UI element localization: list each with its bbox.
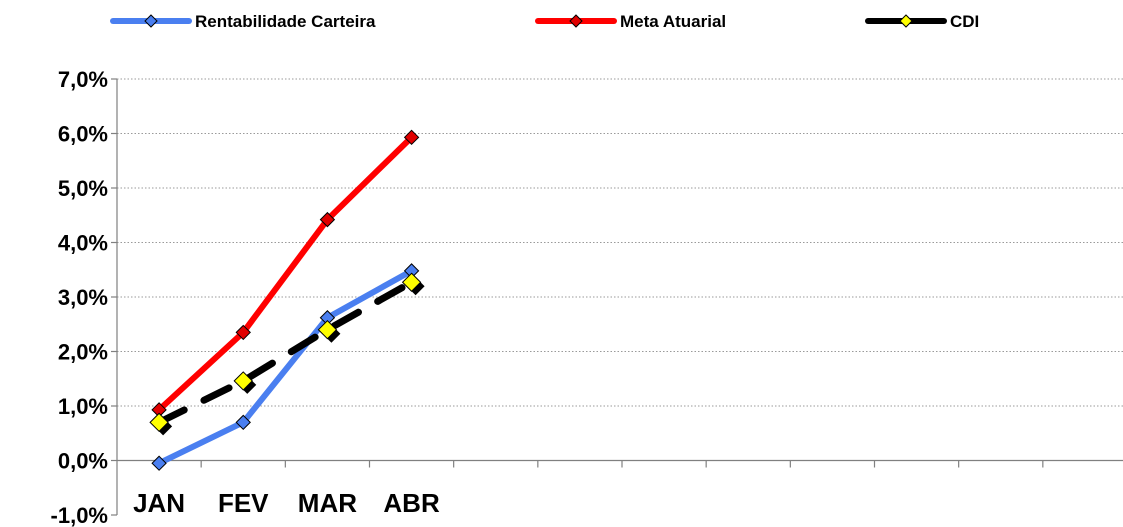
x-tick-label: ABR [383,488,440,518]
legend-label: Rentabilidade Carteira [195,12,376,31]
axes [111,78,1123,516]
data-point [317,319,338,340]
series-line [156,134,415,413]
data-point [235,324,251,341]
y-tick-label: 7,0% [58,67,108,92]
data-point [401,272,422,292]
data-point [233,371,253,391]
x-tick-label: FEV [218,488,269,518]
legend-item: Rentabilidade Carteira [110,12,376,31]
legend-label: Meta Atuarial [620,12,726,31]
legend-item: Meta Atuarial [535,12,726,31]
legend-item: CDI [865,12,979,31]
legend: Rentabilidade Carteira Meta Atuarial CDI [110,12,979,31]
gridlines [117,78,1123,461]
y-tick-labels: 7,0% 6,0% 5,0% 4,0% 3,0% 2,0% 1,0% 0,0% -1,0% [51,67,108,527]
x-tick-label: MAR [298,488,357,518]
y-tick-label: 4,0% [58,231,108,256]
x-tick-labels: JAN FEV MAR ABR [133,488,440,518]
legend-swatch-marker [899,14,913,28]
y-tick-label: 1,0% [58,394,108,419]
data-point [403,129,420,146]
series-0 [151,263,420,471]
y-tick-label: -1,0% [51,503,108,527]
y-tick-label: 0,0% [58,449,108,474]
y-tick-label: 5,0% [58,176,108,201]
y-tick-label: 2,0% [58,340,108,365]
data-point [149,412,169,433]
x-tick-label: JAN [133,488,185,518]
legend-label: CDI [950,12,979,31]
series-line [155,278,416,426]
legend-swatch-marker [144,14,158,28]
data-point [151,455,167,471]
data-point [319,211,336,228]
data-point [235,414,251,431]
y-tick-label: 6,0% [58,122,108,147]
y-tick-label: 3,0% [58,285,108,310]
series-2 [149,272,425,436]
legend-swatch-marker [569,14,583,28]
series-group [149,129,425,471]
series-line [156,267,415,467]
